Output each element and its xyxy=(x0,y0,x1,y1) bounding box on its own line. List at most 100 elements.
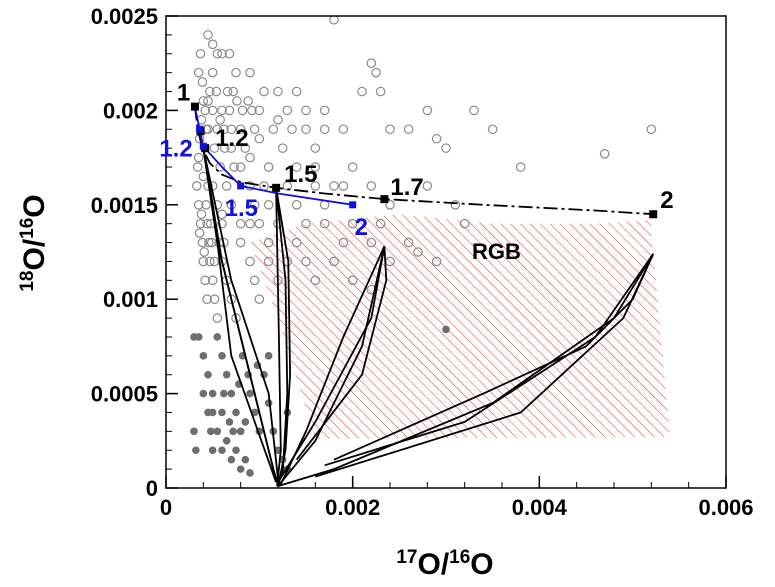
open-circle-point xyxy=(422,105,433,116)
open-circle-point xyxy=(221,181,232,191)
open-circle-point xyxy=(263,256,274,267)
black-mass-point xyxy=(380,195,389,204)
open-circle-point xyxy=(193,67,204,78)
filled-circle-point xyxy=(241,455,250,464)
filled-circle-point xyxy=(227,389,236,398)
open-circle-point xyxy=(202,294,212,304)
open-circle-point xyxy=(301,124,311,135)
filled-circle-point xyxy=(227,455,236,464)
open-circle-point xyxy=(192,162,203,172)
open-circle-point xyxy=(338,237,349,248)
mixing-curve xyxy=(275,189,282,487)
open-circle-point xyxy=(329,256,339,267)
open-circle-point xyxy=(226,294,237,304)
open-circle-point xyxy=(219,124,229,135)
filled-circle-point xyxy=(232,446,240,455)
open-circle-point xyxy=(301,218,311,229)
open-circle-point xyxy=(263,200,274,210)
open-circle-point xyxy=(226,124,237,135)
plot-area xyxy=(190,16,670,487)
filled-circle-point xyxy=(218,408,226,417)
black-mass-label: 1.5 xyxy=(284,161,317,188)
open-circle-point xyxy=(235,124,246,135)
open-circle-point xyxy=(240,143,251,153)
open-circle-point xyxy=(228,86,238,97)
open-circle-point xyxy=(375,218,386,229)
open-circle-point xyxy=(192,181,202,191)
filled-circle-point xyxy=(199,389,208,398)
open-circle-point xyxy=(226,200,237,210)
open-circle-point xyxy=(235,218,246,229)
x-axis-title-sup2: 16 xyxy=(449,547,470,568)
open-circle-point xyxy=(217,48,227,59)
x-tick-label: 0 xyxy=(160,495,172,520)
open-circle-point xyxy=(212,48,223,59)
y-axis-title-sup: 18 xyxy=(17,271,38,292)
open-circle-point xyxy=(224,105,235,116)
filled-circle-point xyxy=(241,418,250,426)
open-circle-point xyxy=(599,149,610,159)
y-axis-title-main: O/ xyxy=(18,238,51,270)
open-circle-point xyxy=(245,67,255,78)
open-circle-point xyxy=(199,247,210,257)
open-circle-point xyxy=(232,96,242,106)
black-mass-label: 1.7 xyxy=(390,174,423,201)
y-tick-label: 0.002 xyxy=(103,98,158,123)
open-circle-point xyxy=(366,237,377,248)
open-circle-point xyxy=(310,143,321,153)
open-circle-point xyxy=(207,275,218,286)
open-circle-point xyxy=(338,124,349,135)
open-circle-point xyxy=(195,218,206,229)
open-circle-point xyxy=(197,237,208,248)
open-circle-point xyxy=(245,181,255,191)
open-circle-point xyxy=(204,237,214,248)
black-mass-point xyxy=(272,183,281,192)
open-circle-point xyxy=(422,181,433,191)
open-circle-point xyxy=(301,105,311,116)
open-circle-point xyxy=(215,115,225,125)
filled-circle-point xyxy=(190,427,198,436)
filled-circle-point xyxy=(236,427,245,436)
filled-circle-point xyxy=(442,325,450,334)
filled-circle-point xyxy=(199,352,208,360)
filled-circle-point xyxy=(236,465,245,473)
filled-circle-point xyxy=(218,446,226,455)
x-tick-label: 0.002 xyxy=(325,495,380,520)
open-circle-point xyxy=(198,96,209,106)
mixing-curve xyxy=(295,246,388,461)
open-circle-point xyxy=(259,86,269,97)
open-circle-point xyxy=(319,105,330,116)
open-circle-point xyxy=(403,237,414,248)
open-circle-point xyxy=(291,200,302,210)
filled-circle-point xyxy=(192,446,200,455)
open-circle-point xyxy=(197,77,208,87)
open-circle-point xyxy=(287,124,297,135)
open-circle-point xyxy=(200,275,210,286)
open-circle-point xyxy=(459,218,470,229)
open-circle-point xyxy=(282,105,293,116)
open-circle-point xyxy=(371,67,381,78)
open-circle-point xyxy=(207,105,218,116)
open-circle-point xyxy=(203,30,213,40)
filled-circle-point xyxy=(222,437,231,445)
open-circle-point xyxy=(469,105,479,116)
y-tick-label: 0.0005 xyxy=(91,382,158,407)
mixing-curve xyxy=(202,148,279,479)
open-circle-point xyxy=(319,124,330,135)
open-circle-point xyxy=(263,237,274,248)
blue-mass-point xyxy=(237,182,245,190)
open-circle-point xyxy=(254,133,265,144)
open-circle-point xyxy=(277,143,288,153)
filled-circle-point xyxy=(264,352,273,360)
open-circle-point xyxy=(329,181,339,191)
open-circle-point xyxy=(194,228,205,238)
open-circle-point xyxy=(268,124,279,135)
filled-circle-point xyxy=(204,408,212,417)
open-circle-point xyxy=(366,181,377,191)
open-circle-point xyxy=(450,200,461,210)
mixing-curve xyxy=(277,246,386,487)
open-circle-point xyxy=(245,218,255,229)
x-axis-title: 17O/16O xyxy=(396,547,493,581)
open-circle-point xyxy=(301,256,311,267)
filled-circle-point xyxy=(246,389,254,398)
